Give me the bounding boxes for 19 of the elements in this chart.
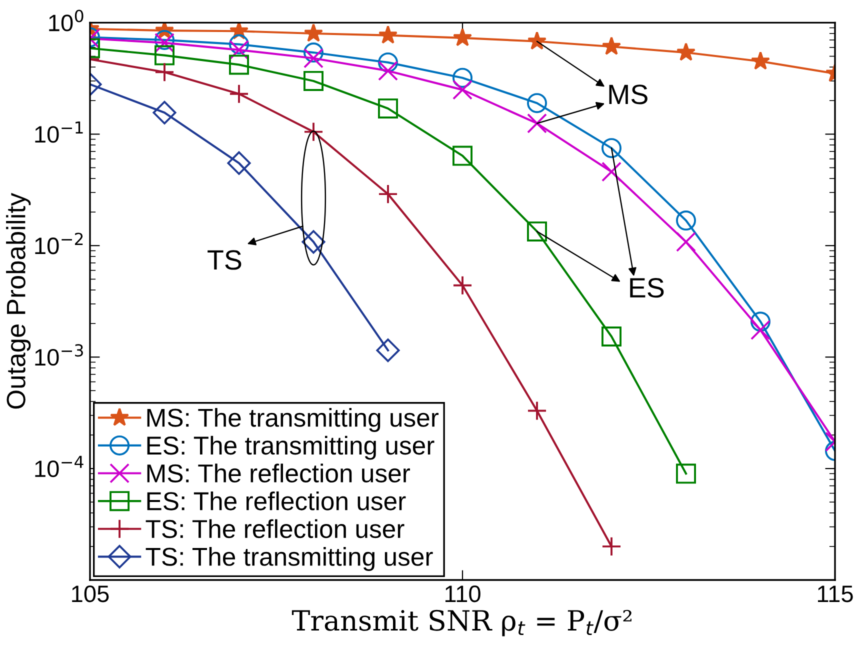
annotation: TS	[208, 250, 242, 270]
y-tick-label: 10$^{0}$	[49, 10, 84, 32]
x-tick-label: 110	[445, 585, 480, 602]
legend-label: ES: The transmitting user	[147, 436, 434, 460]
x-tick-label: 105	[72, 585, 109, 602]
annotation: ES	[630, 278, 664, 298]
legend-label: TS: The transmitting user	[146, 547, 433, 572]
y-axis-title: Outage Probability	[6, 192, 31, 409]
legend-label: MS: The reflection user	[147, 464, 410, 483]
legend-label: ES: The reflection user	[147, 491, 406, 510]
x-axis-title: Transmit SNR ρ$_{t}$ = P$_{t}$/σ²	[292, 610, 632, 636]
y-tick-label: 10$^{−3}$	[35, 344, 83, 366]
y-tick-label: 10$^{−1}$	[35, 121, 83, 143]
legend-label: MS: The transmitting user	[147, 408, 439, 432]
annotation: MS	[609, 84, 648, 104]
legend-label: TS: The reflection user	[146, 519, 404, 538]
y-tick-label: 10$^{−2}$	[35, 232, 83, 254]
x-tick-label: 115	[818, 586, 853, 602]
y-tick-label: 10$^{−4}$	[35, 456, 84, 478]
